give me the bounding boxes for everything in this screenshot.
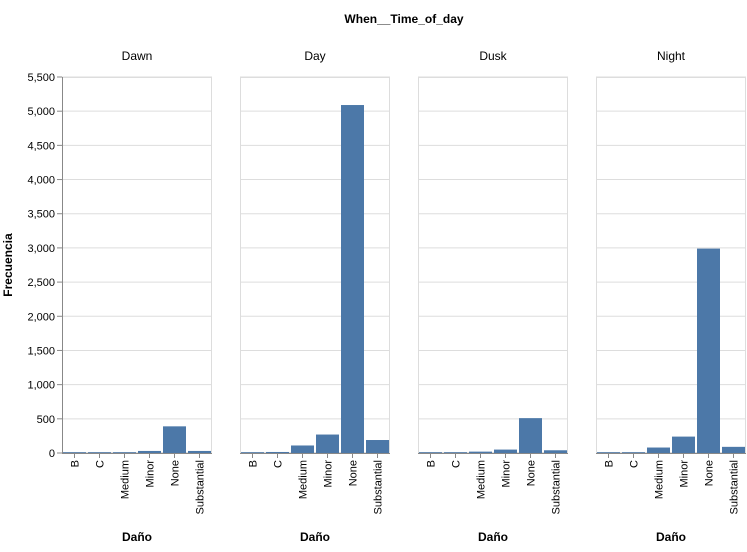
x-axis-title: Daño (300, 530, 330, 544)
bar-substantial (366, 440, 389, 453)
bar-minor (316, 434, 339, 453)
facet-panel-day: Day B C Medium Minor None Substantial Daño (240, 49, 390, 544)
facet-label: Dusk (479, 49, 507, 63)
bar-medium (647, 447, 670, 453)
x-axis-title: Daño (656, 530, 686, 544)
bar-none (697, 248, 720, 453)
panel-frame (62, 77, 212, 453)
x-tick-label: Minor (145, 460, 157, 488)
x-tick-label: None (526, 460, 538, 486)
x-tick-label: Substantial (729, 460, 741, 514)
y-tick-label: 3,500 (27, 209, 55, 221)
x-tick-label: B (604, 460, 616, 467)
bar-medium (469, 451, 492, 453)
x-axis-title: Daño (478, 530, 508, 544)
facet-panel-night: Night B C Medium Minor None Substantial Daño (596, 49, 746, 544)
x-tick-label: B (70, 460, 82, 467)
x-tick-label: Medium (298, 460, 310, 499)
x-tick-label: C (273, 460, 285, 468)
bar-none (341, 105, 364, 454)
x-tick-label: B (426, 460, 438, 467)
x-tick-label: C (451, 460, 463, 468)
y-tick-label: 1,000 (27, 380, 55, 392)
panel-frame (240, 77, 390, 453)
y-tick-label: 5,500 (27, 72, 55, 84)
bar-medium (291, 445, 314, 453)
bar-minor (494, 449, 517, 453)
bar-b (597, 452, 620, 453)
y-tick-label: 1,500 (27, 345, 55, 357)
bar-b (241, 452, 264, 453)
x-tick-label: C (95, 460, 107, 468)
x-tick-label: Substantial (195, 460, 207, 514)
x-tick-label: Minor (679, 460, 691, 488)
x-tick-label: None (348, 460, 360, 486)
facets-group: Dawn 0 500 1,000 1,500 2,000 2,500 3,000 3,500 4,… (27, 49, 746, 544)
x-tick-label: None (704, 460, 716, 486)
y-tick-label: 500 (37, 414, 55, 426)
facet-label: Night (657, 49, 686, 63)
facet-panel-dawn: Dawn 0 500 1,000 1,500 2,000 2,500 3,000 3,500 4,… (27, 49, 212, 544)
panel-frame (596, 77, 746, 453)
bar-minor (138, 450, 161, 453)
bar-substantial (544, 450, 567, 453)
y-axis-title: Frecuencia (1, 233, 15, 297)
facet-panel-dusk: Dusk B C Medium Minor None Substantial Daño (418, 49, 568, 544)
x-tick-label: B (248, 460, 260, 467)
y-tick-label: 4,000 (27, 175, 55, 187)
facet-label: Dawn (122, 49, 153, 63)
x-tick-label: Minor (323, 460, 335, 488)
bar-b (419, 452, 442, 453)
x-tick-label: Medium (654, 460, 666, 499)
bar-substantial (188, 450, 211, 453)
x-axis-title: Daño (122, 530, 152, 544)
panel-frame (418, 77, 568, 453)
y-tick-label: 2,000 (27, 311, 55, 323)
y-tick-label: 2,500 (27, 277, 55, 289)
y-tick-label: 3,000 (27, 243, 55, 255)
bar-c (622, 452, 645, 453)
bar-none (519, 418, 542, 453)
x-tick-label: Medium (120, 460, 132, 499)
bar-c (444, 452, 467, 453)
x-tick-label: C (629, 460, 641, 468)
bar-substantial (722, 446, 745, 453)
bar-c (266, 451, 289, 453)
facet-label: Day (304, 49, 325, 63)
bar-c (88, 452, 111, 453)
x-tick-label: Substantial (551, 460, 563, 514)
chart-title: When__Time_of_day (344, 12, 463, 26)
x-tick-label: None (170, 460, 182, 486)
bar-medium (113, 452, 136, 453)
x-tick-label: Substantial (373, 460, 385, 514)
bar-none (163, 426, 186, 453)
x-tick-label: Medium (476, 460, 488, 499)
bar-minor (672, 436, 695, 453)
bar-b (63, 452, 86, 453)
x-tick-label: Minor (501, 460, 513, 488)
y-tick-label: 4,500 (27, 140, 55, 152)
y-tick-label: 5,000 (27, 106, 55, 118)
y-tick-label: 0 (49, 448, 55, 460)
